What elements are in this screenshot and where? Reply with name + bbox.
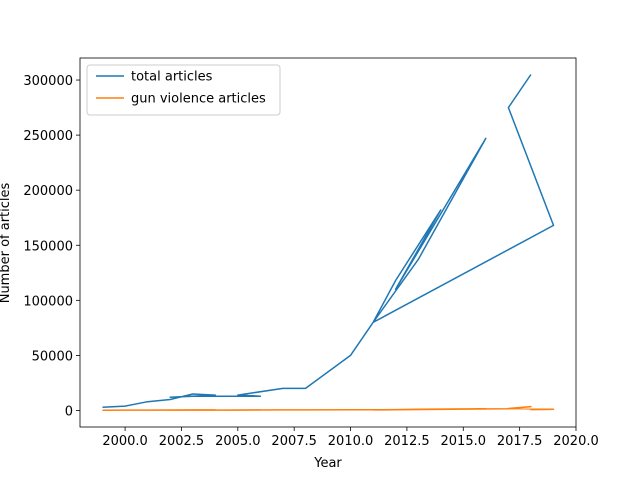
plot-frame: [79, 57, 577, 428]
x-tick-label: 2010.0: [328, 434, 374, 449]
legend-label-1: gun violence articles: [131, 92, 266, 107]
legend: total articles gun violence articles: [86, 64, 281, 116]
x-tick-label: 2012.5: [384, 434, 430, 449]
y-tick-label: 300000: [23, 74, 73, 89]
axes-layer: 2000.0 2002.5 2005.0 2007.5 2010.0 2012.5 2015…: [23, 57, 599, 449]
y-tick-label: 150000: [23, 239, 73, 254]
x-tick-label: 2017.5: [497, 434, 543, 449]
x-tick-label: 2002.5: [159, 434, 205, 449]
x-tick-label: 2020.0: [553, 434, 599, 449]
series-layer: [102, 74, 555, 412]
y-tick-label: 50000: [32, 349, 73, 364]
y-tick-label: 100000: [23, 294, 73, 309]
y-axis-label: Number of articles: [0, 182, 13, 303]
series-line-0: [102, 74, 555, 408]
series-line-1: [102, 405, 555, 412]
x-tick-label: 2015.0: [441, 434, 487, 449]
y-tick-label: 0: [65, 404, 73, 419]
x-axis-label: Year: [313, 456, 342, 471]
x-tick-label: 2007.5: [271, 434, 317, 449]
x-tick-label: 2000.0: [102, 434, 148, 449]
y-tick-label: 250000: [23, 129, 73, 144]
y-tick-label: 200000: [23, 184, 73, 199]
x-tick-label: 2005.0: [215, 434, 261, 449]
legend-label-0: total articles: [131, 70, 213, 85]
legend-box: [86, 64, 281, 116]
